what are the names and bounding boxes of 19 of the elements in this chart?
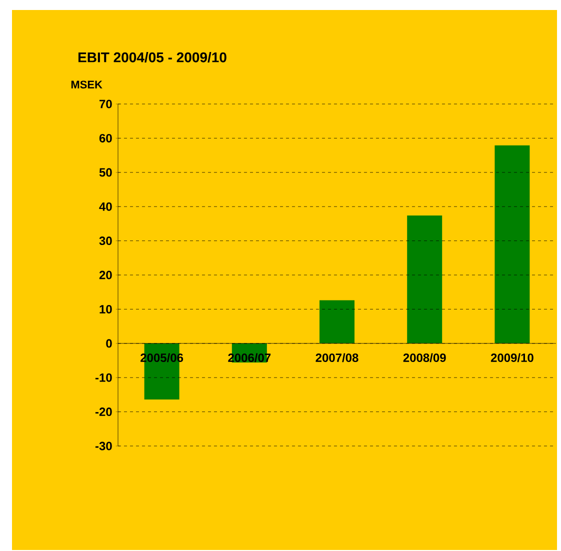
y-tick-label: 30 (99, 236, 112, 246)
y-tick-label: 50 (99, 168, 112, 177)
y-tick-label: 10 (100, 304, 112, 314)
chart-title: EBIT 2004/05 - 2009/10 (78, 52, 226, 62)
y-tick-label: 60 (99, 134, 112, 142)
bar (407, 215, 442, 344)
bar (494, 145, 530, 344)
x-tick-label: 2009/10 (490, 353, 534, 362)
y-tick-label: 0 (106, 339, 112, 348)
y-tick-label: -10 (95, 373, 112, 382)
y-tick-label: -30 (95, 442, 112, 450)
y-tick-label: -20 (95, 408, 112, 416)
y-axis-title: MSEK (71, 80, 102, 88)
x-tick-label: 2008/09 (403, 353, 446, 362)
y-tick-label: 20 (99, 270, 112, 280)
bar (320, 300, 354, 344)
x-tick-label: 2007/08 (316, 353, 358, 362)
y-tick-label: 40 (99, 202, 112, 211)
y-tick-label: 70 (100, 100, 112, 108)
